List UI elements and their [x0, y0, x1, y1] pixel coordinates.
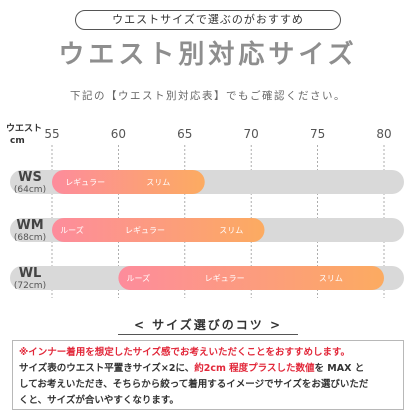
row-size: (64cm) [14, 185, 46, 195]
tips-note: ※インナー着用を想定したサイズ感でお考えいただくことをおすすめします。 [19, 347, 351, 358]
size-bar [52, 218, 265, 242]
tips-line-2: サイズ表のウエスト平置きサイズ×2に、約2cm 程度プラスした数値を MAX と [19, 361, 397, 377]
row-name: WM [16, 218, 43, 233]
fit-label: スリム [219, 226, 243, 235]
tips-title: < サイズ選びのコツ > [118, 316, 298, 335]
row-size: (72cm) [14, 281, 46, 291]
fit-label: レギュラー [205, 274, 245, 283]
tick-label: 70 [244, 127, 259, 141]
row-size: (68cm) [14, 233, 46, 243]
tips-box: ※インナー着用を想定したサイズ感でお考えいただくことをおすすめします。 サイズ表… [12, 340, 404, 410]
fit-label: ルーズ [127, 273, 151, 283]
fit-label: レギュラー [65, 178, 105, 187]
fit-label: スリム [146, 178, 170, 187]
tick-label: 80 [376, 127, 391, 141]
axis-label-unit: cm [10, 136, 25, 146]
tick-label: 60 [111, 127, 126, 141]
size-bar [52, 170, 205, 194]
waist-size-chart: ウエスト cm 55 60 65 70 75 80 WS(64cm)レギュラー スリムWM(… [6, 123, 404, 298]
header-pill: ウエストサイズで選ぶのがおすすめ [75, 10, 341, 30]
size-bar [118, 266, 385, 290]
tick-label: 75 [310, 127, 325, 141]
fit-label: ルーズ [60, 225, 84, 235]
tips-line-3: してお考えいただき、そちらから絞って着用するイメージでサイズをお選びいただ [19, 379, 369, 390]
tips-highlight: 約2cm 程度プラスした数値 [194, 363, 315, 374]
axis-label-waist: ウエスト [6, 123, 42, 134]
tick-label: 55 [44, 127, 59, 141]
tips-line-4: くと、サイズが合いやすくなります。 [19, 395, 179, 406]
page-title: ウエスト別対応サイズ [58, 40, 358, 70]
tips-line-2a: サイズ表のウエスト平置きサイズ×2に、 [19, 363, 195, 374]
fit-label: レギュラー [125, 226, 165, 235]
fit-label: スリム [319, 274, 343, 283]
tick-label: 65 [177, 127, 192, 141]
tips-line-2c: を MAX と [314, 363, 365, 374]
row-name: WS [18, 170, 42, 185]
page-subtitle: 下記の【ウエスト別対応表】でもご確認ください。 [70, 90, 346, 102]
row-name: WL [19, 266, 42, 281]
